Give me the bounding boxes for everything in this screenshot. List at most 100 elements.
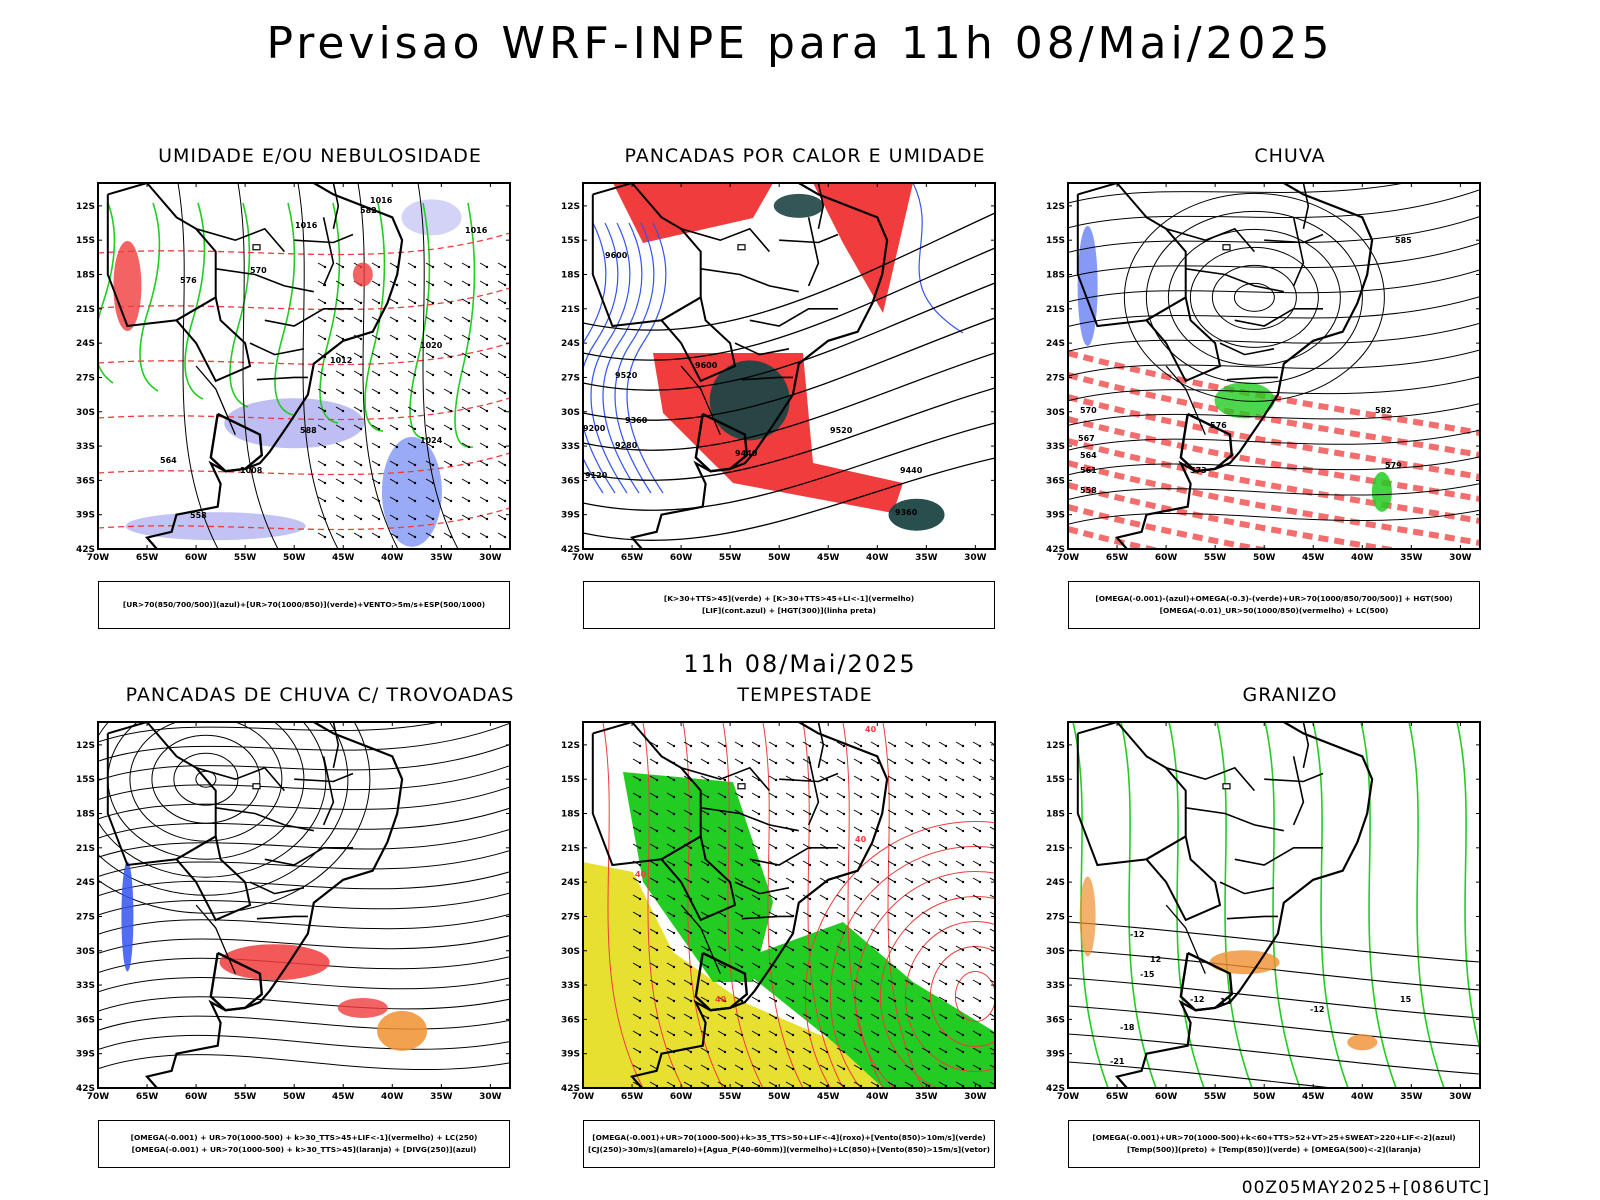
wind-vector (836, 826, 845, 832)
wind-vector (683, 877, 692, 883)
wind-vector-head (927, 1067, 931, 1071)
wind-vector-head (740, 863, 744, 867)
wind-vector (649, 877, 658, 883)
omega-orange-area (1079, 876, 1096, 957)
wind-vector-head (996, 762, 998, 764)
wind-arrow (443, 496, 452, 502)
state-border (734, 342, 790, 356)
contour-label: 1008 (240, 466, 263, 475)
wind-arrow (497, 262, 506, 268)
wind-arrow-head (323, 391, 327, 395)
wind-vector (683, 741, 692, 747)
wind-arrow (353, 424, 362, 430)
state-border (322, 217, 335, 287)
wind-vector (734, 1013, 743, 1019)
wind-vector (989, 758, 995, 763)
wind-arrow-head (503, 517, 507, 521)
wind-vector (666, 911, 675, 917)
wind-vector (819, 979, 828, 985)
wind-vector (666, 775, 675, 781)
wind-vector (700, 894, 709, 900)
wind-vector (938, 1030, 947, 1036)
wind-vector-head (996, 813, 998, 815)
wind-vector (819, 809, 828, 815)
wind-arrow (389, 406, 398, 412)
contour-label: -12 (1130, 930, 1144, 939)
wind-arrow-head (467, 337, 471, 341)
wind-vector (734, 1047, 743, 1053)
wind-arrow (425, 316, 434, 322)
wind-vector (887, 826, 896, 832)
wind-vector-head (910, 829, 914, 833)
lat-label: 33S (1046, 981, 1065, 991)
wind-arrow-head (323, 427, 327, 431)
wind-vector (938, 877, 947, 883)
wind-vector (717, 928, 726, 934)
wind-vector (802, 826, 811, 832)
wind-arrow-head (377, 427, 381, 431)
wind-vector-head (893, 965, 897, 969)
wind-vector-head (842, 965, 846, 969)
wind-vector (802, 928, 811, 934)
wind-vector-head (774, 965, 778, 969)
wind-vector (649, 945, 658, 951)
lon-label: 30W (964, 553, 987, 563)
wind-arrow-head (359, 337, 363, 341)
wind-arrow-head (431, 265, 435, 269)
lat-label: 27S (76, 912, 95, 922)
wind-vector (717, 894, 726, 900)
wind-arrow (461, 316, 470, 322)
legend-box: [UR>70(850/700/500)](azul)+[UR>70(1000/8… (98, 581, 510, 629)
wind-vector-head (927, 1084, 931, 1088)
wind-vector-head (961, 880, 965, 884)
wind-vector-head (757, 846, 761, 850)
state-border (779, 233, 839, 244)
wind-vector (751, 792, 760, 798)
wind-arrow (389, 352, 398, 358)
wind-arrow-head (503, 373, 507, 377)
wind-vector (717, 843, 726, 849)
wind-vector-head (927, 863, 931, 867)
wind-arrow (407, 496, 416, 502)
wind-arrow-head (485, 355, 489, 359)
wind-arrow-head (449, 409, 453, 413)
lon-label: 70W (1057, 1092, 1080, 1102)
wind-vector-head (655, 795, 659, 799)
wind-vector-head (961, 1084, 965, 1088)
wind-arrow (443, 280, 452, 286)
wind-vector (955, 894, 964, 900)
wind-vector (972, 979, 981, 985)
wind-vector-head (910, 778, 914, 782)
wind-arrow (497, 370, 506, 376)
streamline (1068, 296, 1480, 328)
wind-vector-head (996, 779, 998, 781)
wind-vector-head (757, 880, 761, 884)
wind-vector (853, 962, 862, 968)
wind-arrow-head (503, 283, 507, 287)
wind-vector (989, 826, 995, 831)
wind-vector (887, 928, 896, 934)
wind-vector (683, 979, 692, 985)
lon-label: 60W (670, 1092, 693, 1102)
lc850-contour (954, 971, 995, 1022)
contour-label: 12 (1150, 955, 1161, 964)
wind-vector-head (672, 1084, 676, 1088)
omega-orange-area (1347, 1034, 1378, 1051)
wind-vector (683, 1081, 692, 1087)
wind-arrow-head (323, 265, 327, 269)
wind-arrow (443, 370, 452, 376)
wind-arrow-head (413, 409, 417, 413)
wind-arrow (317, 262, 326, 268)
wind-vector (632, 996, 641, 1002)
wind-vector-head (859, 1033, 863, 1037)
wind-vector (870, 1030, 879, 1036)
lat-label: 39S (76, 511, 95, 521)
wind-arrow (371, 478, 380, 484)
wind-vector (853, 826, 862, 832)
lifted-index-contour (590, 222, 631, 494)
wind-vector (734, 979, 743, 985)
wind-vector (989, 928, 995, 933)
state-border (1226, 376, 1278, 381)
lat-label: 33S (561, 981, 580, 991)
